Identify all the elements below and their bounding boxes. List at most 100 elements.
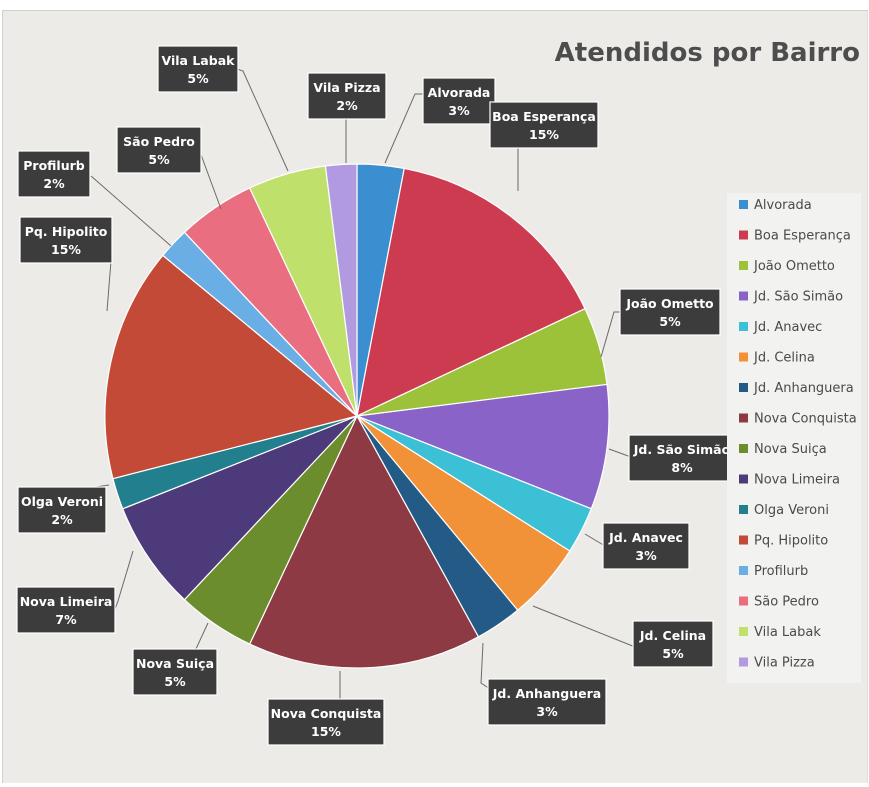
data-label-category: Jd. Anavec xyxy=(608,530,683,545)
data-label-box xyxy=(132,648,218,696)
data-label-category: Nova Conquista xyxy=(271,706,382,721)
data-label: João Ometto 5% xyxy=(619,288,721,336)
data-label-value: 2% xyxy=(51,512,73,527)
legend-entry: Alvorada xyxy=(754,198,812,213)
chart-title: Atendidos por Bairro xyxy=(555,38,860,68)
leader-line xyxy=(194,622,209,652)
data-label-value: 15% xyxy=(529,127,559,142)
leader-line xyxy=(384,93,425,164)
data-label-category: Olga Veroni xyxy=(21,494,103,509)
legend-swatch xyxy=(739,322,748,331)
legend-entry: Jd. São Simão xyxy=(753,290,843,305)
data-label-category: João Ometto xyxy=(625,296,714,311)
legend-entry: Nova Suiça xyxy=(754,442,827,457)
data-label: Nova Conquista 15% xyxy=(267,698,385,746)
legend-swatch xyxy=(739,200,748,209)
legend-entry: Pq. Hipolito xyxy=(754,534,828,549)
leader-line xyxy=(532,605,636,648)
legend-swatch xyxy=(739,566,748,575)
data-label: Jd. Celina 5% xyxy=(632,620,714,668)
legend-swatch xyxy=(739,230,748,240)
data-label-box xyxy=(17,486,107,534)
legend-swatch xyxy=(739,505,748,514)
data-label-category: Boa Esperança xyxy=(492,109,596,124)
data-label-category: Pq. Hipolito xyxy=(25,224,108,239)
data-label-value: 3% xyxy=(536,704,558,719)
chart-area: Atendidos por Bairro Alvorada 3% Boa Esper… xyxy=(2,10,868,783)
legend-entry: Jd. Anhanguera xyxy=(753,381,854,396)
legend-swatch xyxy=(739,474,748,484)
data-label-category: Nova Limeira xyxy=(20,594,113,609)
leader-line xyxy=(236,68,289,172)
legend-entry: Jd. Celina xyxy=(753,351,815,366)
data-label-value: 3% xyxy=(635,548,657,563)
pie-slices xyxy=(104,163,610,669)
legend-background xyxy=(727,193,861,683)
pie-slice-nova-limeira xyxy=(121,415,358,601)
data-label-value: 5% xyxy=(164,674,186,689)
data-label-category: São Pedro xyxy=(123,134,195,149)
data-label-category: Jd. Celina xyxy=(639,628,706,643)
data-label-box xyxy=(619,288,721,336)
legend-entry: Profilurb xyxy=(754,564,808,579)
leader-line xyxy=(114,550,134,610)
data-label: Jd. Anavec 3% xyxy=(602,522,690,570)
legend-entry: João Ometto xyxy=(753,259,835,274)
legend-swatch xyxy=(739,383,748,392)
data-label: Profilurb 2% xyxy=(17,150,91,198)
data-label-box xyxy=(487,678,607,726)
data-label-box xyxy=(16,586,116,634)
data-label: Jd. Anhanguera 3% xyxy=(487,678,607,726)
data-label: Nova Limeira 7% xyxy=(16,586,116,634)
data-label-box xyxy=(307,72,387,120)
data-label-box xyxy=(17,150,91,198)
leader-line xyxy=(480,642,491,690)
leader-line xyxy=(90,175,172,247)
data-label: Nova Suiça 5% xyxy=(132,648,218,696)
legend-entry: Nova Conquista xyxy=(754,412,857,427)
data-label: Boa Esperança 15% xyxy=(489,101,599,149)
data-label-box xyxy=(628,434,736,482)
leader-line xyxy=(106,260,112,312)
data-label-category: Jd. Anhanguera xyxy=(492,686,601,701)
data-label-value: 5% xyxy=(148,152,170,167)
pie-slice-boa-esperan-a xyxy=(356,167,586,418)
data-label-value: 15% xyxy=(311,724,341,739)
legend-entry: Jd. Anavec xyxy=(753,320,822,335)
pie-slice-nova-conquista xyxy=(248,414,480,669)
legend-entry: Vila Pizza xyxy=(754,656,815,671)
legend-entry: São Pedro xyxy=(754,595,819,610)
data-label-value: 2% xyxy=(43,176,65,191)
data-label-value: 3% xyxy=(448,103,470,118)
data-label-category: Jd. São Simão xyxy=(633,442,731,457)
leader-line xyxy=(608,448,632,458)
data-label-value: 15% xyxy=(51,242,81,257)
data-label-category: Vila Pizza xyxy=(313,80,380,95)
data-label-box xyxy=(267,698,385,746)
legend-swatch xyxy=(739,413,748,423)
legend-entry: Nova Limeira xyxy=(754,473,840,488)
data-label-value: 8% xyxy=(671,460,693,475)
pie-slice-pq-hipolito xyxy=(104,254,359,480)
data-label-box xyxy=(19,216,113,264)
leader-line xyxy=(584,533,606,547)
legend-entry: Olga Veroni xyxy=(754,503,829,518)
legend-swatch xyxy=(739,596,748,606)
legend-swatch xyxy=(739,261,748,270)
data-label: Vila Labak 5% xyxy=(157,45,239,93)
data-label: Alvorada 3% xyxy=(422,77,496,125)
pie-slice-jd-s-o-sim-o xyxy=(356,383,610,510)
pie-slice-vila-pizza xyxy=(324,163,358,417)
data-label-value: 7% xyxy=(55,612,77,627)
data-label-box xyxy=(602,522,690,570)
legend-swatch xyxy=(739,657,748,667)
leader-line xyxy=(600,311,622,358)
data-label: Pq. Hipolito 15% xyxy=(19,216,113,264)
data-label-value: 5% xyxy=(187,71,209,86)
data-label: Jd. São Simão 8% xyxy=(628,434,736,482)
legend-swatch xyxy=(739,352,748,362)
legend-entry: Vila Labak xyxy=(754,625,821,640)
data-label-value: 2% xyxy=(336,98,358,113)
data-label-box xyxy=(422,77,496,125)
